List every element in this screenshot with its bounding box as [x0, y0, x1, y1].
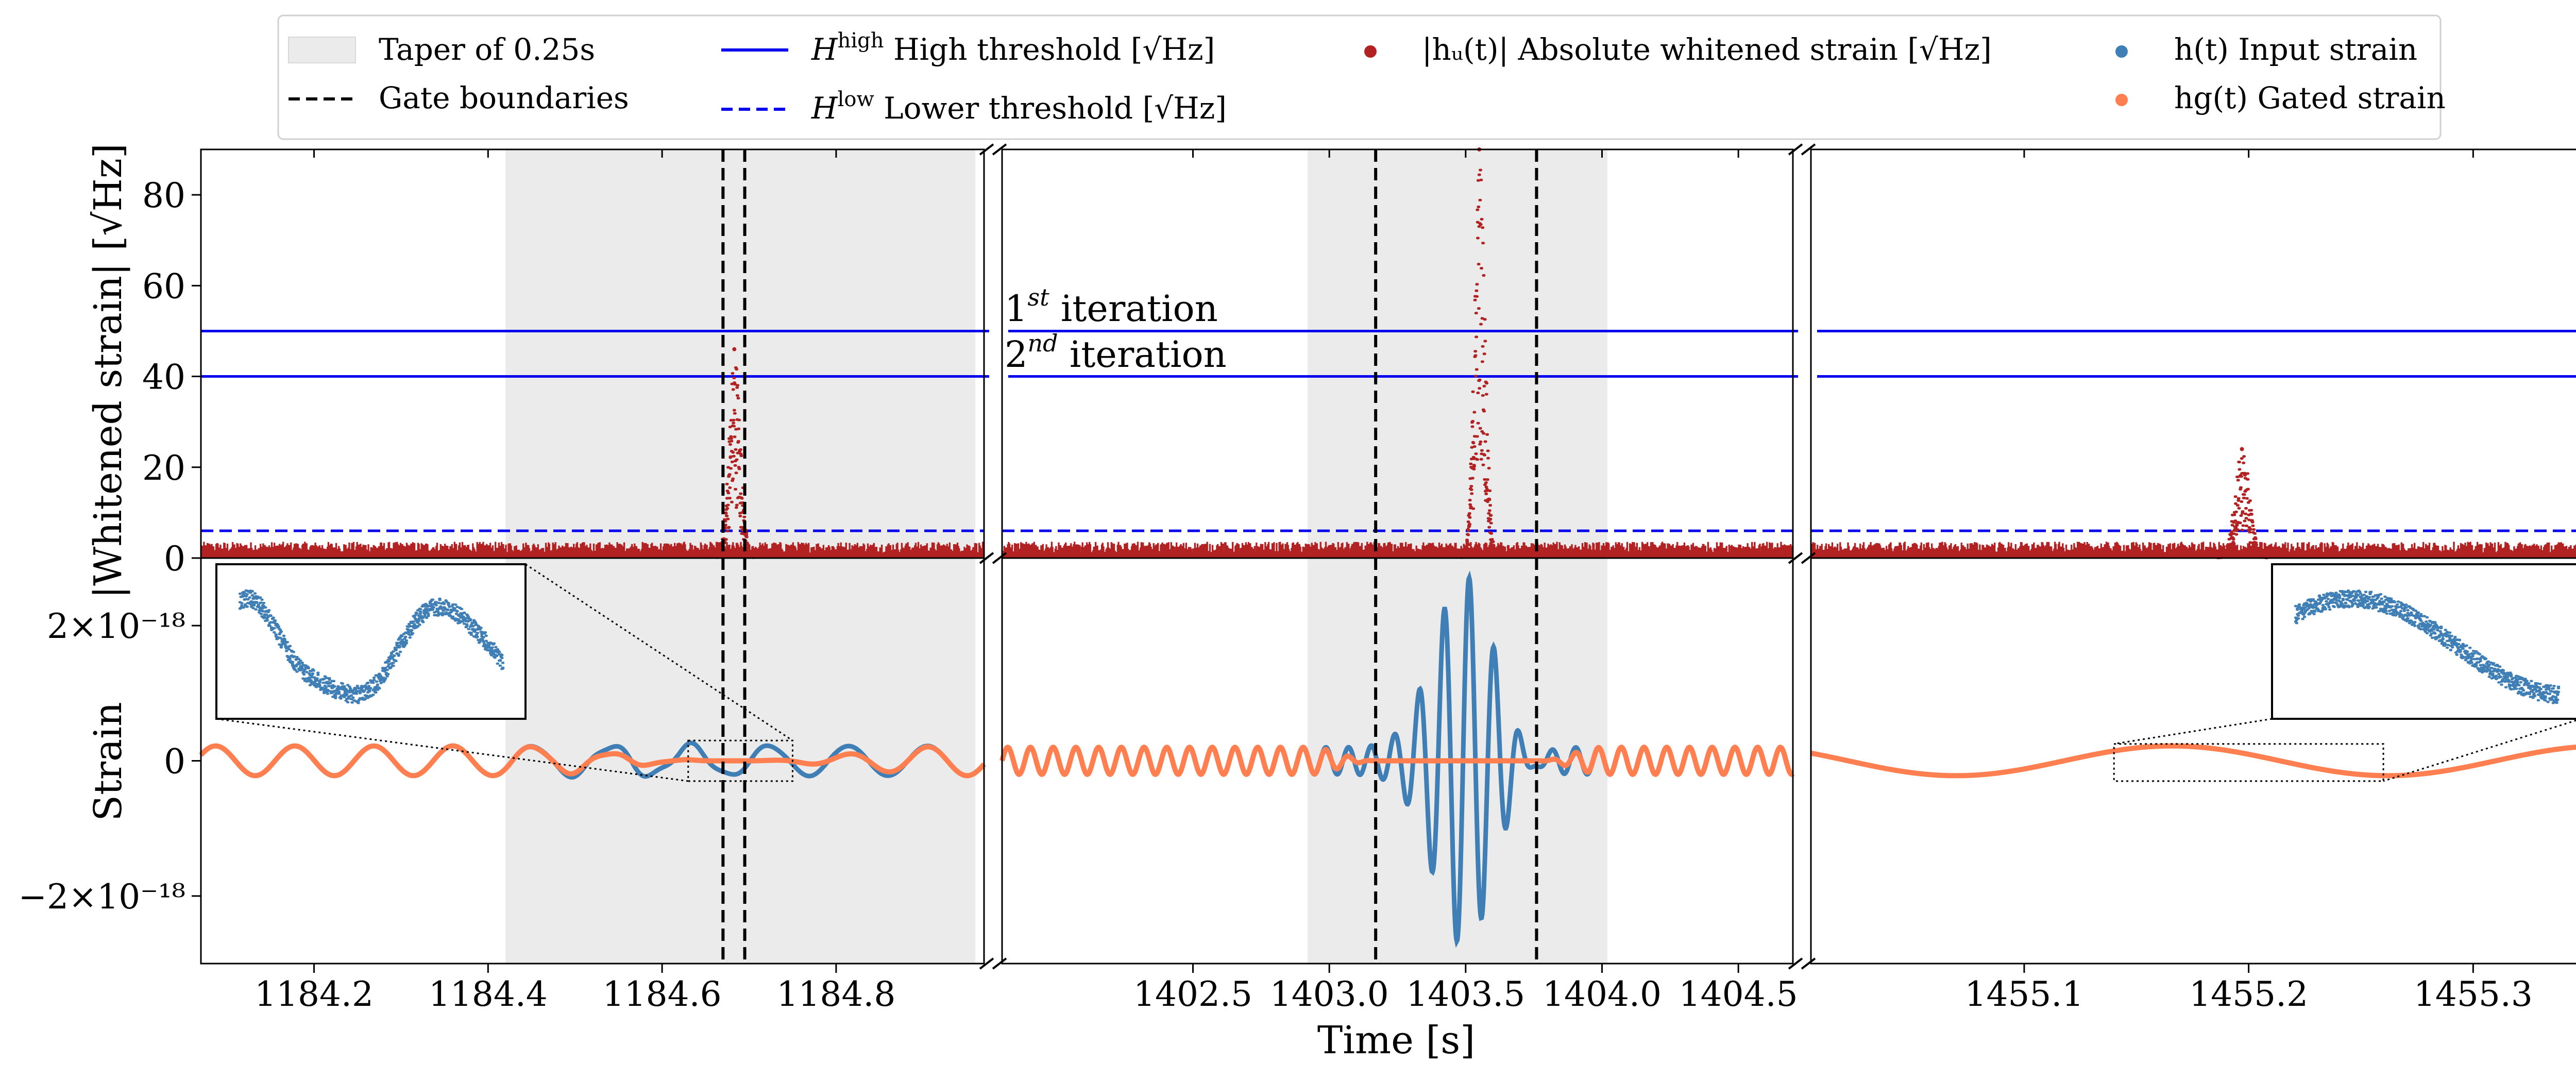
legend-gate-label: Gate boundaries — [379, 80, 629, 115]
legend-high-label: Hhigh High threshold [√Hz] — [811, 29, 1215, 67]
x-tick-label: 1455.1 — [1964, 974, 2083, 1014]
axis-break-mark — [979, 552, 994, 564]
x-tick-label: 1184.8 — [776, 974, 895, 1014]
x-tick-label: 1404.0 — [1543, 974, 1662, 1014]
axes-frames — [200, 148, 2576, 965]
axis-break-mark — [1788, 552, 1803, 564]
x-tick-label: 1184.6 — [603, 974, 722, 1014]
gated-strain-curve — [199, 743, 986, 779]
input-strain-curve — [1810, 744, 2576, 778]
x-tick-label: 1455.3 — [2414, 974, 2533, 1014]
axis-break-mark — [1788, 957, 1803, 970]
axis-break-mark — [1801, 552, 1816, 564]
inset-frame — [215, 563, 527, 720]
top-y-tick-label: 60 — [142, 266, 185, 306]
inset-zoom-window — [2113, 743, 2384, 782]
x-tick-label: 1402.5 — [1133, 974, 1252, 1014]
top-panel-whitened-strain — [200, 147, 2576, 560]
top-axes-frame — [1810, 148, 2576, 559]
x-axis-label: Time [s] — [1317, 1018, 1475, 1063]
inset-connector — [2113, 718, 2273, 745]
gated-strain-curve — [1810, 743, 2576, 779]
axis-break-mark — [1801, 957, 1816, 970]
x-tick-label: 1404.5 — [1679, 974, 1798, 1014]
iteration-label-2: 2nd iteration — [1005, 329, 1227, 376]
x-tick-label: 1184.4 — [429, 974, 548, 1014]
input-swatch — [2115, 45, 2128, 58]
legend-entry-gate: Gate boundaries — [289, 80, 629, 115]
legend-entry-input: h(t) Input strain — [2115, 32, 2417, 67]
top-y-tick-label: 0 — [164, 539, 185, 579]
gated-strain-curve — [999, 745, 1795, 777]
bottom-y-tick-label: −2×10⁻¹⁸ — [19, 877, 185, 917]
axis-ticks: 1184.2 1184.4 1184.6 1184.8 1402.5 1403.0 1403… — [19, 143, 2533, 1014]
gate-boundaries — [721, 149, 1538, 964]
taper-swatch — [288, 37, 356, 63]
axis-break-mark — [1801, 143, 1816, 156]
x-tick-label: 1455.2 — [2189, 974, 2308, 1014]
inset-input-strain — [238, 589, 505, 704]
bottom-axes-frame — [1810, 557, 2576, 965]
inset-input-strain — [2294, 589, 2561, 704]
legend-entry-high: Hhigh High threshold [√Hz] — [721, 29, 1215, 67]
top-y-tick-label: 80 — [142, 176, 185, 215]
legend-gated-label: hg(t) Gated strain — [2174, 80, 2446, 115]
legend-entry-gated: hg(t) Gated strain — [2115, 80, 2446, 115]
inset-zoom-window — [687, 739, 793, 782]
whitened-noise-floor — [1810, 542, 2576, 558]
axis-break-mark — [992, 552, 1007, 564]
inset-connector — [216, 718, 688, 782]
legend-taper-label: Taper of 0.25s — [379, 32, 595, 67]
legend-whitened-label: |hᵤ(t)| Absolute whitened strain [√Hz] — [1422, 32, 1992, 67]
whitened-swatch — [1364, 45, 1377, 58]
top-y-tick-label: 40 — [142, 358, 185, 397]
axis-break-mark — [992, 957, 1007, 970]
x-tick-label: 1403.0 — [1270, 974, 1389, 1014]
top-y-tick-label: 20 — [142, 448, 185, 488]
iteration-label-1: 1st iteration — [1005, 283, 1218, 330]
legend: Taper of 0.25s Gate boundaries Hhigh Hig… — [277, 14, 2446, 140]
bottom-panel-strain — [199, 570, 2576, 948]
axis-break-mark — [1788, 143, 1803, 156]
gated-swatch — [2115, 94, 2128, 106]
zoom-insets — [215, 563, 2576, 782]
axis-break-mark — [979, 143, 994, 156]
bottom-y-tick-label: 2×10⁻¹⁸ — [47, 606, 185, 646]
whitened-glitch-peak — [732, 347, 737, 351]
axis-break-mark — [992, 143, 1007, 156]
legend-low-label: Hlow Lower threshold [√Hz] — [811, 88, 1227, 126]
bottom-axes-frame — [1001, 557, 1794, 965]
top-y-axis-label: |Whitened strain| [√Hz] — [86, 143, 130, 599]
legend-entry-taper: Taper of 0.25s — [288, 32, 595, 67]
inset-connector — [2383, 719, 2576, 782]
legend-entry-low: Hlow Lower threshold [√Hz] — [721, 88, 1227, 126]
inset-frame — [2271, 563, 2576, 720]
inset-connector — [525, 563, 793, 741]
legend-input-label: h(t) Input strain — [2174, 32, 2417, 67]
bottom-y-axis-label: Strain — [86, 702, 130, 821]
x-tick-label: 1403.5 — [1406, 974, 1525, 1014]
x-tick-label: 1184.2 — [255, 974, 374, 1014]
whitened-glitch-peak — [2240, 447, 2244, 451]
legend-entry-whitened: |hᵤ(t)| Absolute whitened strain [√Hz] — [1364, 32, 1992, 67]
axis-break-mark — [979, 957, 994, 970]
bottom-y-tick-label: 0 — [164, 742, 185, 782]
